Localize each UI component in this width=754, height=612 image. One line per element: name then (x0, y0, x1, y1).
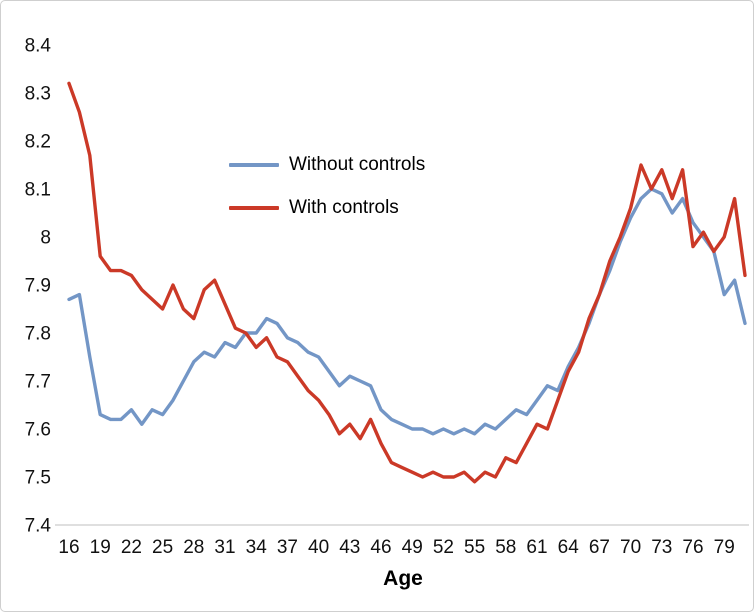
x-axis-tick-label: 37 (277, 537, 298, 558)
x-axis-title: Age (383, 567, 423, 590)
y-axis-tick-label: 7.5 (25, 468, 51, 489)
x-axis-tick-label: 79 (714, 537, 735, 558)
x-axis-tick-label: 55 (464, 537, 485, 558)
y-axis-tick-label: 8.4 (25, 36, 52, 57)
x-axis-tick-label: 52 (433, 537, 454, 558)
legend-label-without-controls: Without controls (289, 154, 426, 175)
series-line-without-controls (67, 187, 747, 436)
y-axis-tick-label: 7.6 (25, 420, 51, 441)
legend-item-with-controls: With controls (229, 194, 425, 221)
y-axis-tick-label: 7.4 (25, 516, 52, 537)
x-axis-tick-label: 25 (152, 537, 173, 558)
y-axis-tick-label: 7.7 (25, 372, 51, 393)
x-axis-tick-label: 49 (402, 537, 423, 558)
x-axis-tick-label: 22 (121, 537, 142, 558)
x-axis-tick-label: 19 (90, 537, 111, 558)
series-line-with-controls (67, 81, 747, 484)
legend-item-without-controls: Without controls (229, 151, 425, 178)
x-axis-tick-label: 31 (214, 537, 235, 558)
x-axis-tick-label: 46 (370, 537, 391, 558)
legend: Without controls With controls (229, 151, 425, 221)
y-axis-tick-label: 8.1 (25, 180, 51, 201)
x-axis-tick-label: 28 (183, 537, 204, 558)
x-axis-tick-label: 16 (58, 537, 79, 558)
x-axis-tick-label: 58 (495, 537, 516, 558)
y-axis-tick-label: 7.9 (25, 276, 51, 297)
y-axis-tick-label: 8.2 (25, 132, 51, 153)
x-axis-tick-label: 34 (246, 537, 268, 558)
legend-swatch-with-controls (229, 205, 279, 210)
x-axis-tick-label: 61 (526, 537, 547, 558)
x-axis-tick-label: 64 (558, 537, 580, 558)
y-axis-tick-label: 7.8 (25, 324, 51, 345)
x-axis-tick-label: 76 (682, 537, 703, 558)
y-axis-tick-label: 8 (40, 228, 51, 249)
x-axis-tick-label: 67 (589, 537, 610, 558)
legend-label-with-controls: With controls (289, 197, 399, 218)
y-axis-tick-label: 8.3 (25, 84, 51, 105)
x-axis-tick-label: 43 (339, 537, 360, 558)
legend-swatch-without-controls (229, 162, 279, 167)
x-axis-tick-label: 70 (620, 537, 641, 558)
x-axis-tick-label: 40 (308, 537, 329, 558)
x-axis-tick-label: 73 (651, 537, 672, 558)
